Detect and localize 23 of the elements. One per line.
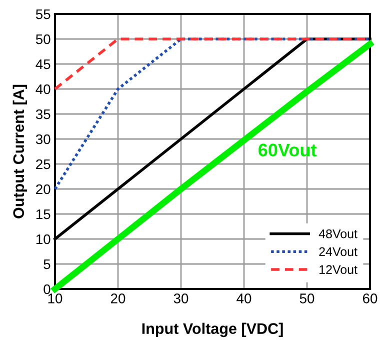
legend-label: 12Vout: [320, 265, 358, 274]
legend-label: 48Vout: [318, 229, 358, 238]
y-tick-label: 50: [36, 34, 50, 44]
y-tick-label: 45: [36, 59, 50, 70]
x-tick-label: 20: [110, 294, 126, 304]
y-tick-label: 0: [44, 284, 50, 294]
y-tick-label: 40: [36, 84, 50, 94]
x-tick-label: 30: [174, 294, 188, 304]
legend-label: 24Vout: [319, 247, 358, 256]
y-tick-label: 15: [36, 209, 50, 220]
y-tick-label: 55: [36, 9, 50, 20]
y-tick-label: 20: [36, 184, 50, 194]
x-axis-title: Input Voltage [VDC]: [142, 322, 283, 338]
annotation: 60Vout: [258, 144, 317, 156]
x-tick-label: 60: [362, 294, 378, 304]
y-tick-label: 10: [36, 234, 50, 244]
y-tick-label: 30: [36, 134, 50, 144]
y-tick-label: 5: [44, 259, 50, 270]
y-tick-label: 35: [36, 109, 50, 120]
x-tick-label: 50: [300, 294, 314, 304]
y-axis-title: Output Current [A]: [12, 84, 28, 218]
x-tick-label: 40: [236, 294, 252, 304]
y-tick-label: 25: [36, 159, 50, 170]
